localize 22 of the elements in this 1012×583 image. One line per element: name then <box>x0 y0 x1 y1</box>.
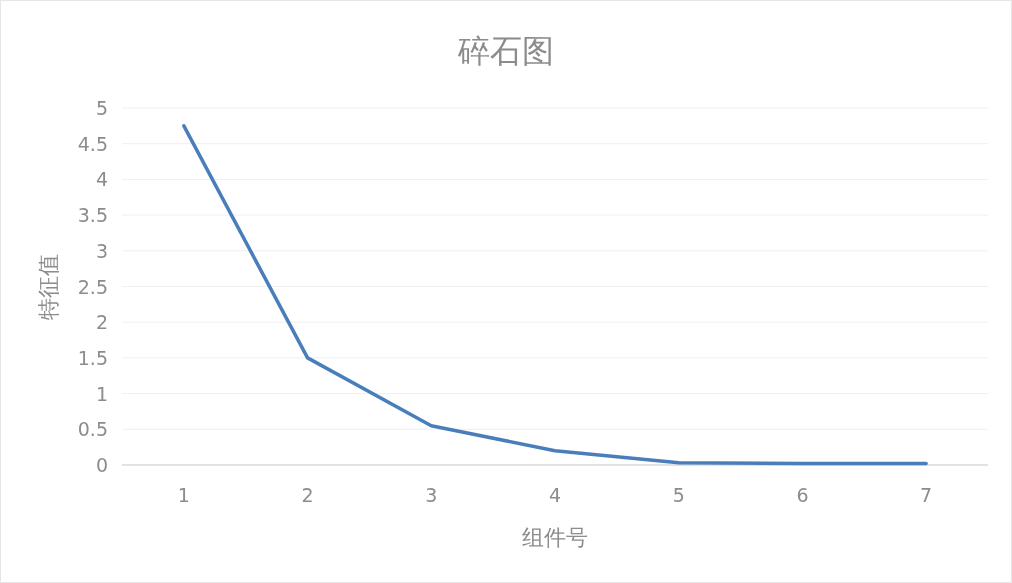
x-tick-label: 3 <box>425 484 438 506</box>
y-tick-label: 2.5 <box>77 275 108 298</box>
x-tick-label: 5 <box>672 484 685 506</box>
y-axis-title: 特征值 <box>36 253 61 320</box>
y-tick-label: 0.5 <box>77 418 108 441</box>
y-tick-label: 1.5 <box>77 346 108 369</box>
y-tick-label: 1 <box>95 382 108 405</box>
x-tick-label: 7 <box>920 484 933 506</box>
y-tick-label: 4.5 <box>77 132 108 155</box>
y-tick-label: 3 <box>95 239 108 262</box>
x-tick-label: 6 <box>796 484 809 506</box>
y-tick-label: 0 <box>95 454 108 476</box>
x-tick-label: 2 <box>301 484 314 506</box>
x-tick-label: 4 <box>548 484 562 506</box>
chart-title: 碎石图 <box>457 32 554 70</box>
x-tick-label: 1 <box>177 484 190 506</box>
y-tick-label: 5 <box>95 97 108 119</box>
y-tick-label: 4 <box>95 168 108 191</box>
y-tick-label: 2 <box>95 311 108 334</box>
y-tick-label: 3.5 <box>77 204 108 227</box>
line-series <box>182 124 928 466</box>
x-axis-title: 组件号 <box>522 525 588 550</box>
